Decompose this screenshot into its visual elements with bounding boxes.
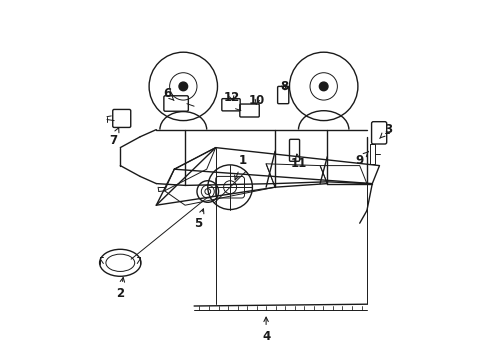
Text: 6: 6 bbox=[163, 87, 174, 100]
Text: 2: 2 bbox=[116, 278, 124, 300]
Text: 1: 1 bbox=[234, 154, 246, 180]
Text: 11: 11 bbox=[290, 154, 306, 170]
Text: 8: 8 bbox=[280, 80, 287, 93]
Text: 10: 10 bbox=[248, 94, 264, 107]
Text: 4: 4 bbox=[262, 317, 270, 343]
Text: 7: 7 bbox=[109, 128, 119, 147]
Text: 12: 12 bbox=[224, 91, 240, 104]
Text: 9: 9 bbox=[355, 151, 368, 167]
Circle shape bbox=[319, 82, 327, 91]
Text: 3: 3 bbox=[379, 123, 392, 138]
Circle shape bbox=[179, 82, 187, 91]
Text: 5: 5 bbox=[193, 209, 203, 230]
